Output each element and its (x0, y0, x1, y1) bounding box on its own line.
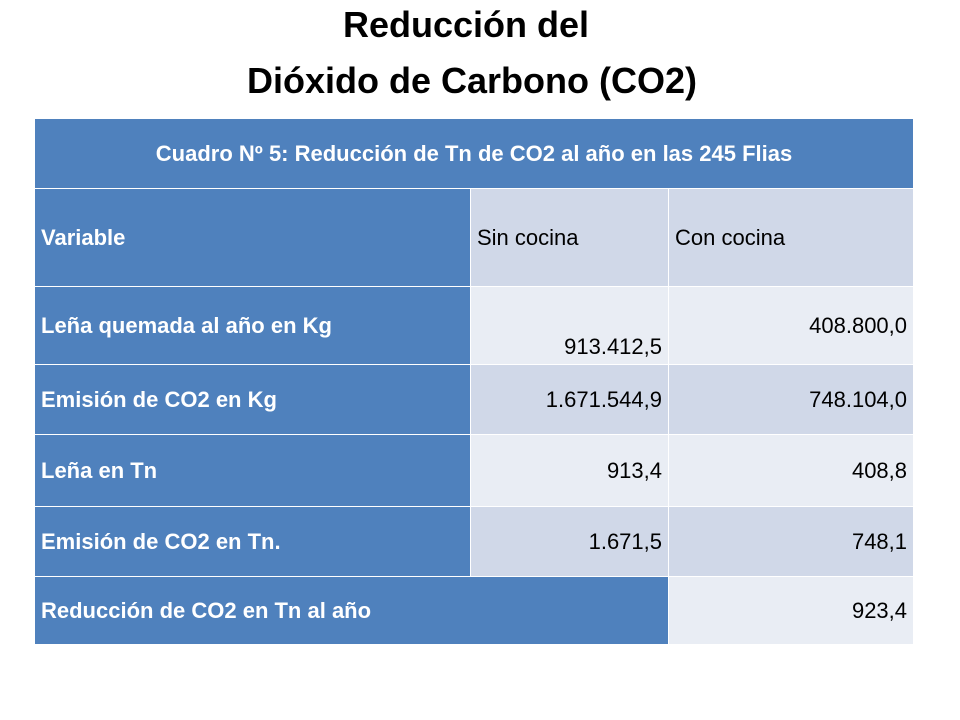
row-label: Emisión de CO2 en Tn. (34, 506, 471, 577)
cell-sin-cocina: 913.412,5 (470, 286, 669, 365)
table-row: Emisión de CO2 en Tn. 1.671,5 748,1 (34, 506, 915, 577)
cell-con-cocina: 408.800,0 (667, 286, 915, 365)
table-row: Leña quemada al año en Kg 913.412,5 408.… (34, 286, 915, 365)
row-label: Leña en Tn (34, 434, 471, 507)
row-label: Emisión de CO2 en Kg (34, 364, 471, 435)
cell-con-cocina: 748.104,0 (667, 364, 915, 435)
table-header-row: Variable Sin cocina Con cocina (34, 188, 915, 287)
column-header-con-cocina: Con cocina (667, 188, 915, 287)
cell-sin-cocina: 1.671.544,9 (470, 364, 669, 435)
table-total-row: Reducción de CO2 en Tn al año 923,4 (34, 576, 915, 645)
slide-title-line-2: Dióxido de Carbono (CO2) (247, 60, 697, 101)
cell-con-cocina: 408,8 (667, 434, 915, 507)
column-header-variable: Variable (34, 188, 471, 287)
total-label: Reducción de CO2 en Tn al año (34, 576, 669, 645)
table-row: Leña en Tn 913,4 408,8 (34, 434, 915, 507)
cell-con-cocina: 748,1 (667, 506, 915, 577)
table-caption: Cuadro Nº 5: Reducción de Tn de CO2 al a… (33, 118, 915, 189)
co2-reduction-table: Cuadro Nº 5: Reducción de Tn de CO2 al a… (33, 118, 915, 645)
slide-title-line-1: Reducción del (343, 4, 590, 45)
total-value: 923,4 (667, 576, 915, 645)
cell-sin-cocina: 913,4 (470, 434, 669, 507)
table-caption-row: Cuadro Nº 5: Reducción de Tn de CO2 al a… (33, 118, 915, 189)
column-header-sin-cocina: Sin cocina (470, 188, 669, 287)
cell-sin-cocina: 1.671,5 (470, 506, 669, 577)
table-row: Emisión de CO2 en Kg 1.671.544,9 748.104… (34, 364, 915, 435)
row-label: Leña quemada al año en Kg (34, 286, 471, 365)
